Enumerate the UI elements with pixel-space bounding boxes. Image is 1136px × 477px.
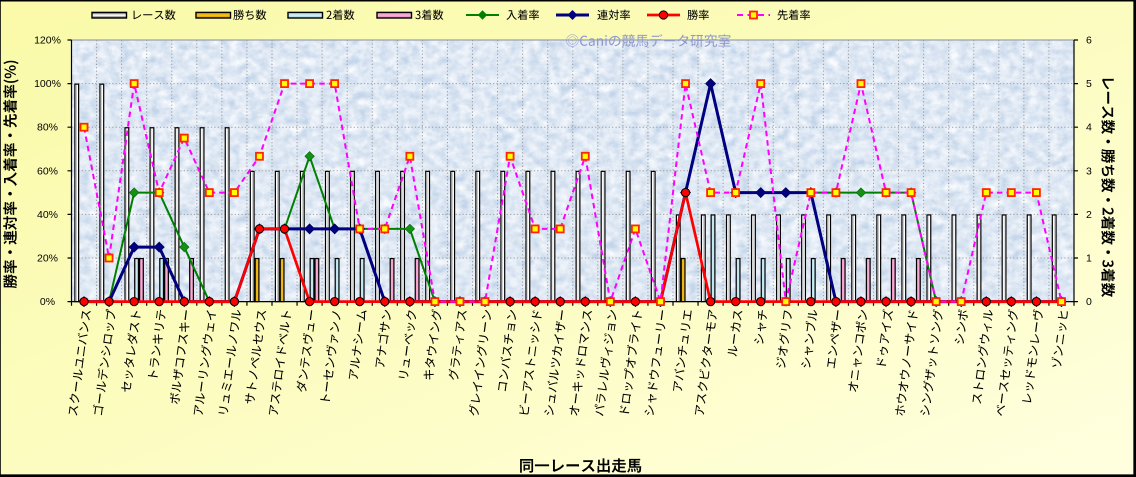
- svg-text:120%: 120%: [34, 35, 61, 47]
- svg-text:60%: 60%: [37, 165, 58, 177]
- svg-text:4: 4: [1086, 122, 1092, 134]
- svg-text:0%: 0%: [40, 296, 55, 308]
- svg-text:3: 3: [1086, 165, 1092, 177]
- svg-text:5: 5: [1086, 78, 1092, 90]
- svg-text:2: 2: [1086, 209, 1092, 221]
- svg-text:6: 6: [1086, 35, 1092, 47]
- svg-text:20%: 20%: [37, 253, 58, 265]
- svg-text:0: 0: [1086, 296, 1092, 308]
- svg-text:80%: 80%: [37, 122, 58, 134]
- svg-text:1: 1: [1086, 253, 1092, 265]
- svg-text:40%: 40%: [37, 209, 58, 221]
- svg-text:100%: 100%: [34, 78, 61, 90]
